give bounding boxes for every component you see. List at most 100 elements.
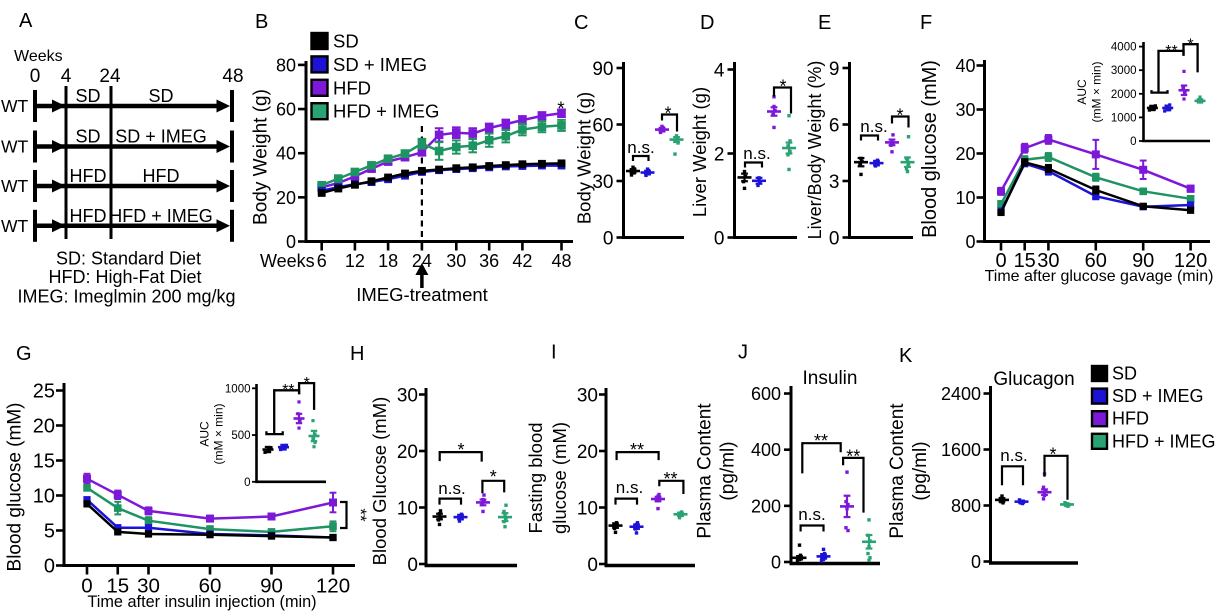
svg-text:2000: 2000 (1111, 89, 1137, 101)
svg-text:glucose (mM): glucose (mM) (549, 422, 570, 534)
svg-text:4000: 4000 (1111, 42, 1137, 54)
svg-text:20: 20 (955, 144, 975, 164)
svg-text:**: ** (1165, 43, 1177, 60)
svg-text:42: 42 (512, 251, 532, 271)
svg-text:24: 24 (412, 251, 432, 271)
svg-text:SD: SD (333, 31, 359, 52)
svg-text:*: * (1187, 37, 1193, 54)
svg-text:200: 200 (751, 496, 781, 516)
svg-text:(pg/ml): (pg/ml) (910, 441, 931, 500)
svg-text:90: 90 (260, 575, 283, 598)
svg-text:Weeks: Weeks (14, 48, 63, 65)
svg-text:SD + IMEG: SD + IMEG (1112, 386, 1204, 406)
svg-text:3000: 3000 (1111, 65, 1137, 77)
svg-text:*: * (304, 375, 310, 392)
svg-text:60: 60 (199, 575, 222, 598)
svg-text:6: 6 (317, 251, 327, 271)
svg-text:J: J (738, 342, 748, 364)
svg-text:Blood Glucose (mM): Blood Glucose (mM) (369, 397, 390, 566)
svg-text:0: 0 (829, 229, 840, 250)
svg-text:HFD + IMEG: HFD + IMEG (1112, 431, 1216, 451)
svg-text:1600: 1600 (941, 440, 981, 460)
svg-text:30: 30 (577, 386, 598, 407)
svg-text:0: 0 (965, 232, 975, 252)
svg-text:Insulin: Insulin (803, 368, 858, 389)
svg-text:15: 15 (33, 451, 55, 473)
svg-text:HFD: HFD (70, 206, 107, 226)
svg-text:WT: WT (1, 216, 29, 236)
svg-text:0: 0 (286, 232, 296, 252)
svg-text:0: 0 (44, 556, 55, 578)
svg-text:0: 0 (771, 553, 781, 573)
svg-text:WT: WT (1, 137, 29, 157)
svg-text:Blood glucose (mM): Blood glucose (mM) (919, 60, 941, 238)
svg-text:12: 12 (345, 251, 365, 271)
svg-text:SD: SD (1112, 364, 1137, 384)
svg-text:*: * (557, 99, 565, 120)
svg-text:WT: WT (1, 96, 29, 116)
svg-text:HFD + IMEG: HFD + IMEG (109, 206, 213, 226)
svg-text:**: ** (351, 508, 370, 522)
svg-text:HFD: High-Fat Diet: HFD: High-Fat Diet (48, 267, 201, 287)
svg-text:(pg/ml): (pg/ml) (718, 441, 739, 500)
svg-text:SD + IMEG: SD + IMEG (333, 54, 427, 75)
svg-text:0: 0 (587, 555, 598, 576)
svg-text:**: ** (663, 469, 677, 489)
svg-text:IMEG-treatment: IMEG-treatment (356, 284, 488, 305)
svg-text:20: 20 (397, 442, 418, 463)
svg-text:15: 15 (1014, 250, 1036, 272)
svg-text:30: 30 (1037, 250, 1059, 272)
svg-text:120: 120 (316, 575, 350, 598)
svg-text:n.s.: n.s. (798, 505, 825, 524)
svg-text:500: 500 (231, 430, 250, 442)
svg-text:Plasma Content: Plasma Content (887, 403, 908, 539)
svg-text:48: 48 (551, 251, 571, 271)
svg-text:H: H (350, 343, 364, 365)
svg-text:6: 6 (829, 116, 840, 137)
svg-text:SD + IMEG: SD + IMEG (115, 127, 207, 147)
svg-text:SD: SD (148, 86, 173, 106)
svg-text:60: 60 (276, 100, 296, 120)
svg-text:n.s.: n.s. (743, 144, 770, 163)
svg-text:120: 120 (1174, 250, 1207, 272)
svg-text:AUC: AUC (198, 421, 212, 447)
svg-text:90: 90 (592, 59, 613, 80)
svg-text:SD: Standard Diet: SD: Standard Diet (56, 249, 201, 269)
svg-text:20: 20 (33, 416, 55, 438)
svg-text:HFD: HFD (333, 77, 371, 98)
svg-text:Time after insulin injection (: Time after insulin injection (min) (87, 593, 316, 611)
svg-text:A: A (19, 10, 33, 32)
svg-text:**: ** (630, 440, 644, 460)
svg-text:0: 0 (30, 66, 41, 87)
svg-text:18: 18 (378, 251, 398, 271)
svg-text:4: 4 (714, 61, 725, 82)
svg-text:2: 2 (714, 145, 725, 166)
svg-text:5: 5 (44, 521, 55, 543)
svg-text:1000: 1000 (1111, 112, 1137, 124)
svg-text:**: ** (814, 431, 828, 451)
svg-text:HFD: HFD (143, 166, 180, 186)
svg-text:Body Weight (g): Body Weight (g) (574, 92, 595, 224)
svg-text:3: 3 (829, 172, 840, 193)
svg-text:20: 20 (276, 188, 296, 208)
svg-text:40: 40 (955, 56, 975, 76)
svg-text:Blood glucose (mM): Blood glucose (mM) (5, 403, 26, 572)
svg-text:60: 60 (1085, 250, 1107, 272)
svg-text:9: 9 (829, 59, 840, 80)
svg-text:SD: SD (75, 127, 100, 147)
svg-text:20: 20 (577, 442, 598, 463)
svg-text:30: 30 (397, 386, 418, 407)
svg-text:36: 36 (479, 251, 499, 271)
svg-text:0: 0 (603, 229, 614, 250)
svg-text:AUC: AUC (1075, 79, 1089, 105)
svg-text:10: 10 (577, 499, 598, 520)
svg-text:K: K (899, 345, 913, 367)
svg-text:0: 0 (714, 229, 725, 250)
svg-text:Plasma Content: Plasma Content (695, 403, 716, 539)
svg-text:G: G (16, 343, 32, 365)
svg-text:80: 80 (276, 55, 296, 75)
svg-text:E: E (818, 12, 831, 34)
svg-text:0: 0 (407, 555, 418, 576)
svg-text:n.s.: n.s. (860, 117, 887, 136)
svg-text:800: 800 (951, 496, 981, 516)
